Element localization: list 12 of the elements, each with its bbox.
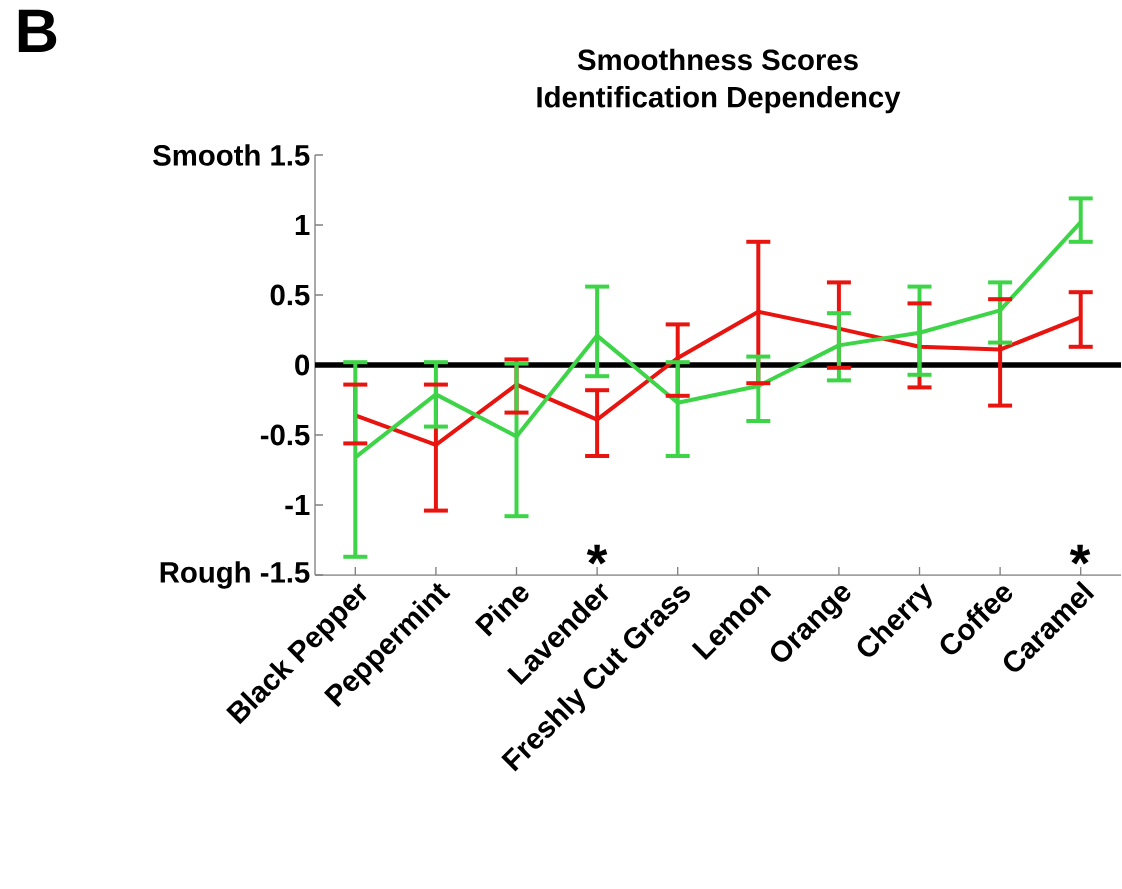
y-tick-label: Rough -1.5: [160, 561, 310, 589]
y-tick-label: -1: [285, 494, 310, 516]
y-tick-label: 0: [295, 354, 310, 376]
y-tick-label: 1: [295, 214, 310, 236]
y-tick-label: -0.5: [260, 424, 310, 446]
y-tick-label: Smooth 1.5: [153, 144, 310, 166]
text: B: [18, 9, 57, 52]
y-tick-label: 0.5: [270, 284, 310, 306]
chart-title: Smoothness Scores: [577, 48, 858, 71]
chart-subtitle: Identification Dependency: [537, 86, 901, 114]
annotation: *: [1069, 544, 1091, 565]
annotation: *: [586, 544, 608, 565]
